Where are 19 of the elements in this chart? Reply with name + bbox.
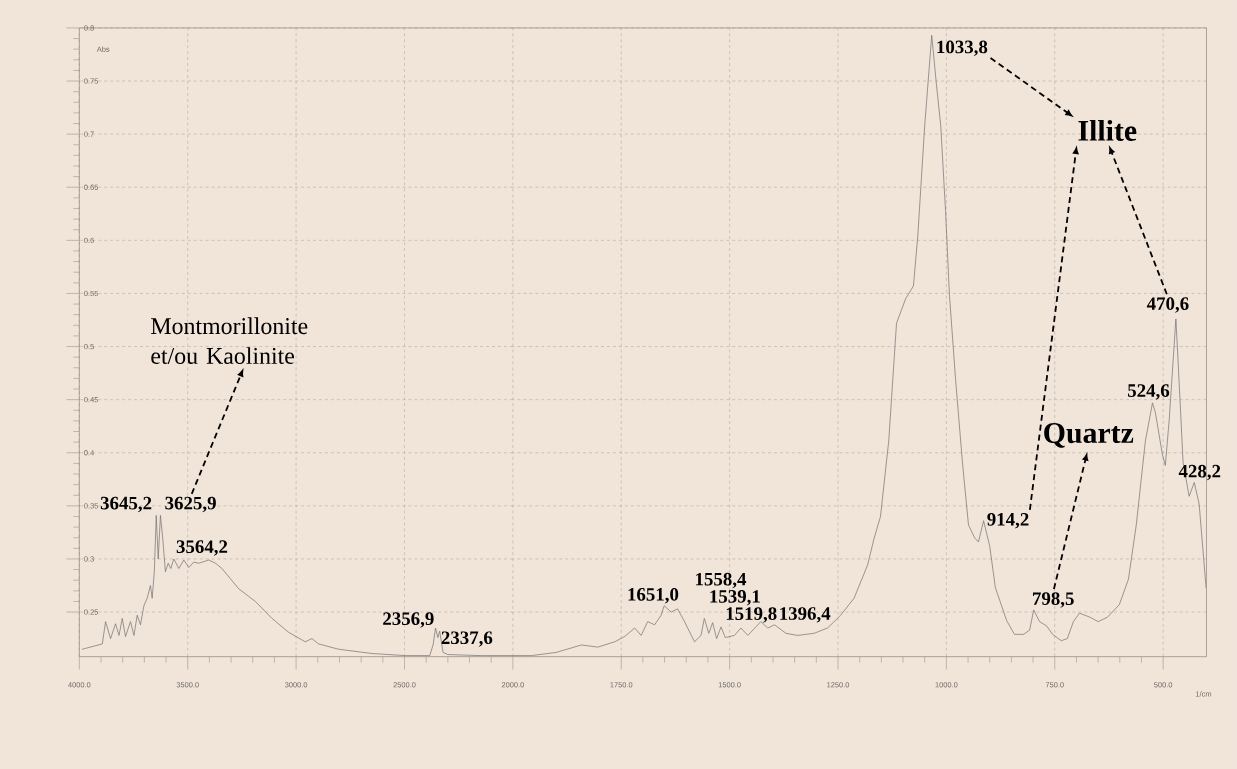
annotation: 1558,4 — [696, 572, 747, 589]
annotation: 2356,9 — [383, 612, 434, 628]
annotation: 1651,0 — [628, 587, 679, 604]
annotation: 914,2 — [987, 512, 1029, 529]
annotation: Montmorillonite et/ou Kaolinite — [151, 317, 308, 364]
annotation: 3564,2 — [176, 540, 228, 556]
annotation: 798,5 — [1033, 592, 1074, 608]
annotation: 1539,1 — [710, 589, 760, 606]
annotation: 3625,9 — [165, 496, 216, 512]
annotation: 524,6 — [1127, 383, 1170, 400]
annotation: Quartz — [1044, 422, 1134, 448]
annotation: 1033,8 — [937, 40, 988, 56]
annotation: 3645,2 — [100, 496, 152, 512]
annotation: 1396,4 — [780, 606, 831, 623]
annotation: 1519,8 — [726, 607, 777, 623]
annotation: Illite — [1078, 119, 1137, 141]
annotation: 428,2 — [1178, 464, 1221, 481]
annotation: 470,6 — [1146, 297, 1189, 313]
annotation: 2337,6 — [441, 631, 493, 647]
